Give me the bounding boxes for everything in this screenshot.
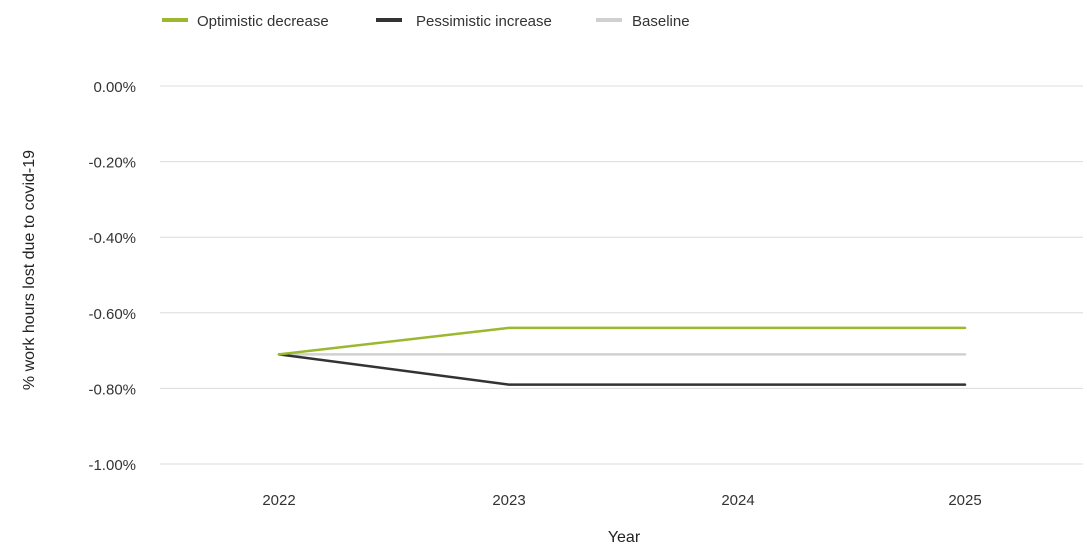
gridlines [160,85,1083,465]
y-tick-label-4: -0.80% [88,381,136,398]
legend-label-pessimistic-increase: Pessimistic increase [416,13,552,30]
series-line-optimistic-decrease [277,326,967,356]
y-tick-label-2: -0.40% [88,230,136,247]
series-line-pessimistic-increase [277,353,967,386]
x-tick-label-2024: 2024 [721,492,754,509]
x-tick-label-2025: 2025 [948,492,981,509]
y-axis-title: % work hours lost due to covid-19 [21,150,38,390]
y-tick-label-3: -0.60% [88,306,136,323]
x-axis-ticks: 2022 2023 2024 2025 [262,492,981,509]
x-axis-title: Year [608,529,641,546]
y-tick-label-0: 0.00% [93,79,136,96]
legend-label-optimistic-decrease: Optimistic decrease [197,13,329,30]
legend: Optimistic decrease Pessimistic increase B… [162,13,690,30]
y-tick-label-1: -0.20% [88,155,136,172]
y-tick-label-5: -1.00% [88,457,136,474]
series-lines [277,326,967,386]
x-tick-label-2022: 2022 [262,492,295,509]
y-axis-ticks: 0.00% -0.20% -0.40% -0.60% -0.80% -1.00% [88,79,136,474]
x-tick-label-2023: 2023 [492,492,525,509]
legend-label-baseline: Baseline [632,13,690,30]
